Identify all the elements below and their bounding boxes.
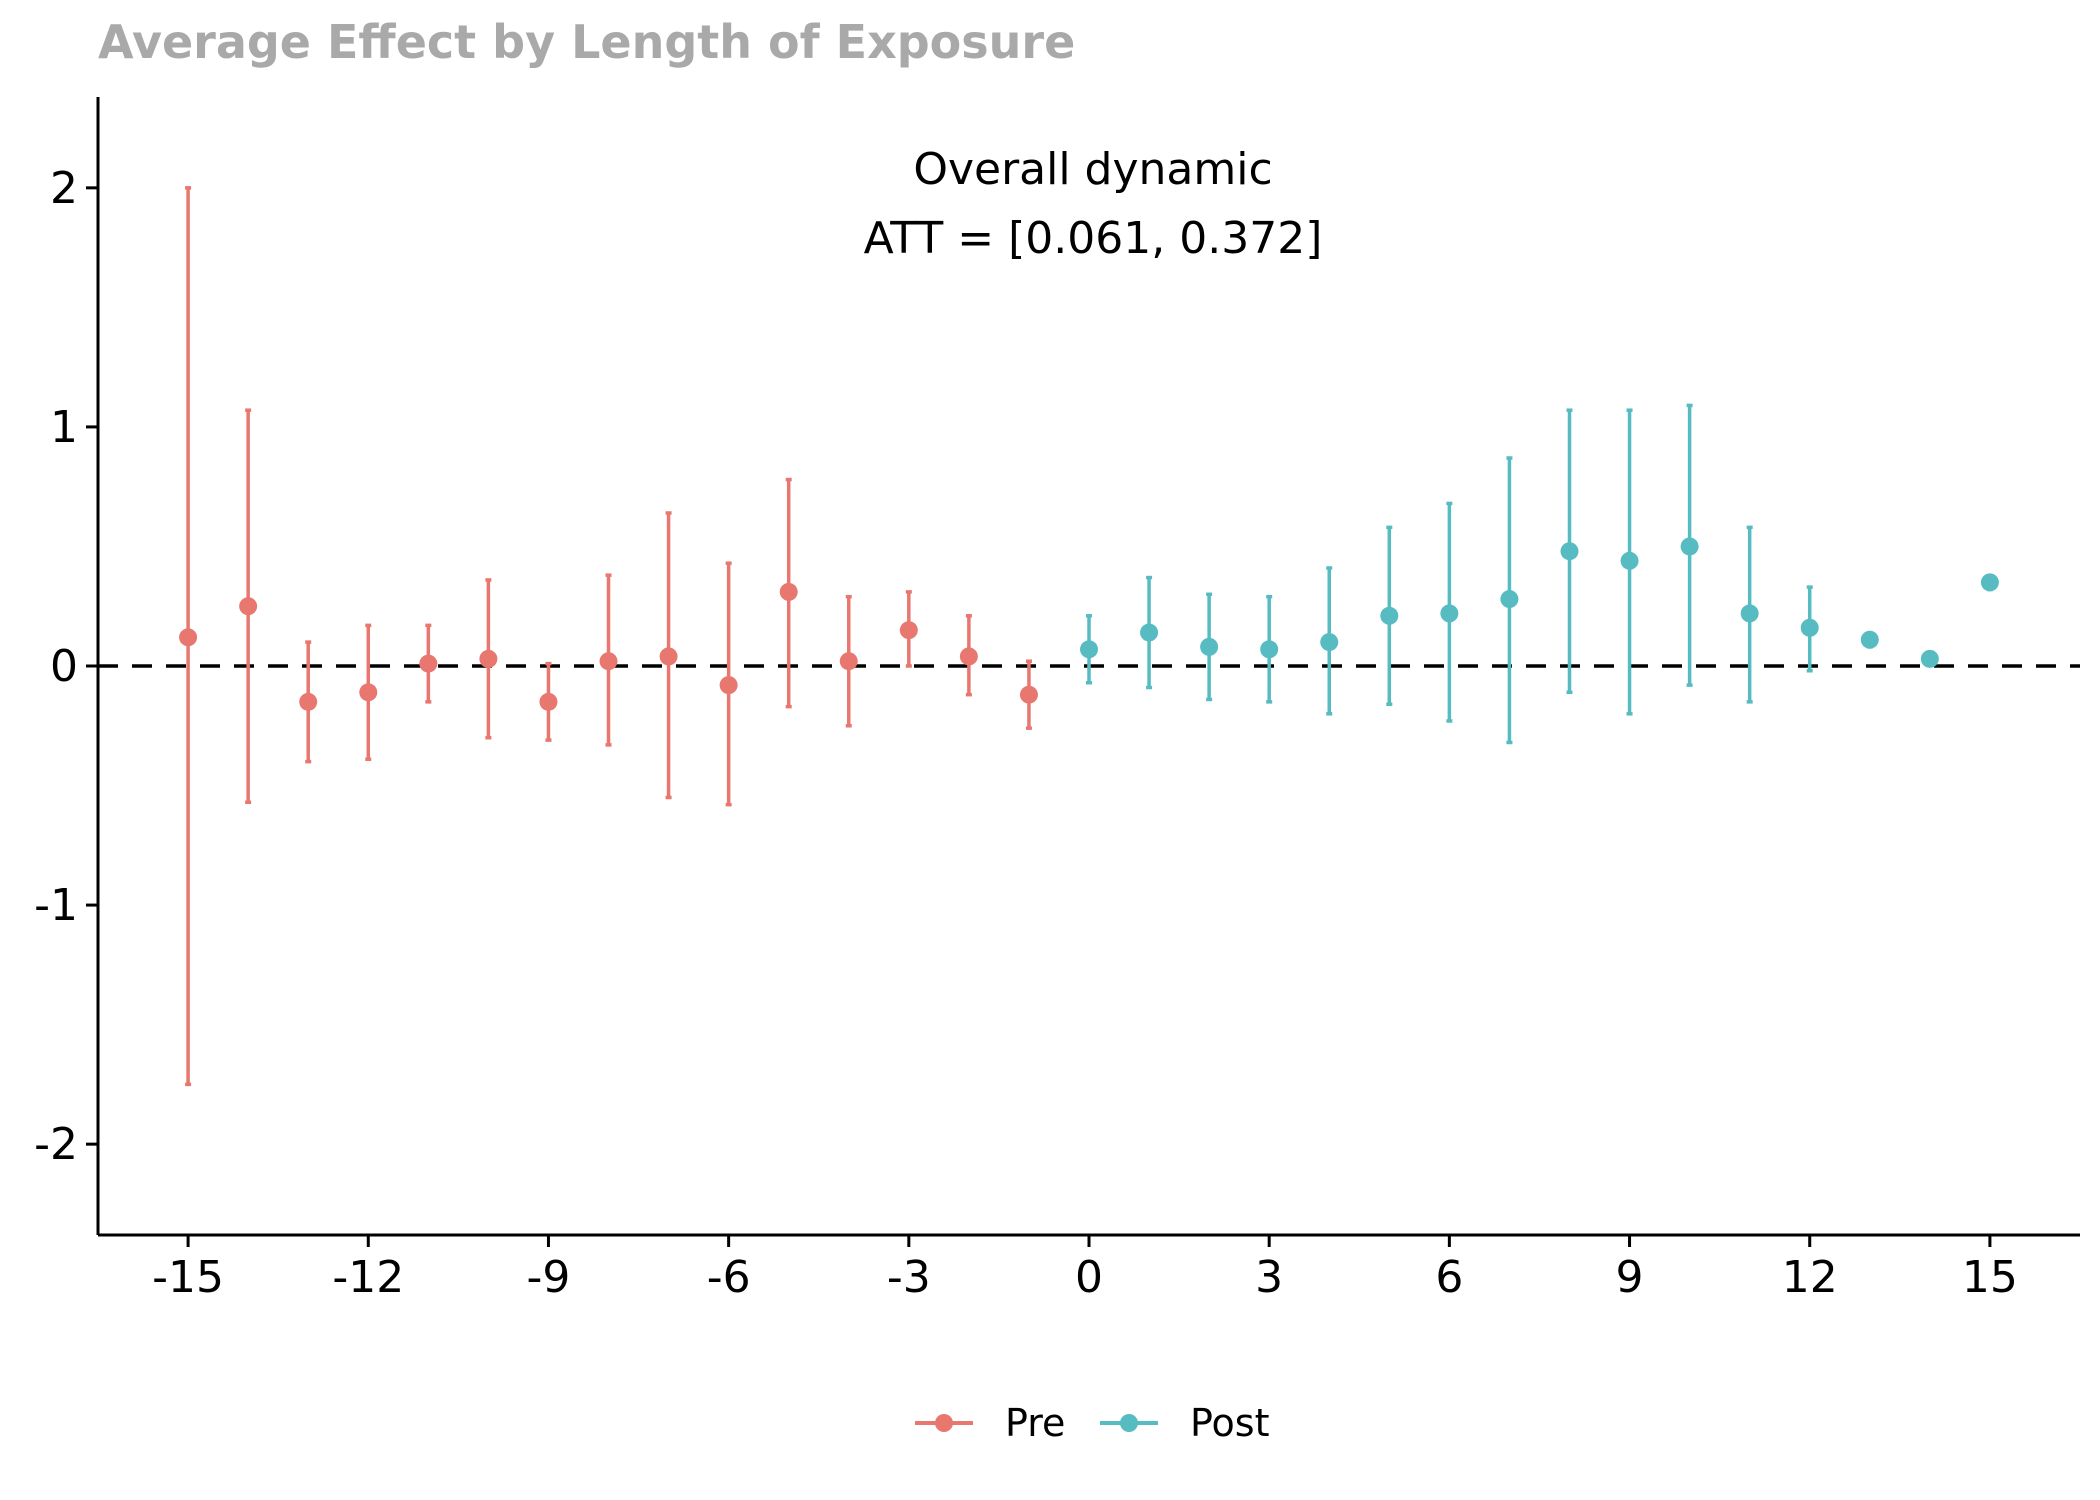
point-pre xyxy=(479,649,498,668)
point-post xyxy=(1440,604,1459,623)
y-tick-label: 0 xyxy=(50,641,78,692)
legend: Pre Post xyxy=(915,1401,1270,1445)
y-tick-label: -2 xyxy=(34,1119,78,1170)
y-tick-label: 1 xyxy=(50,402,78,453)
point-pre xyxy=(539,692,558,711)
point-post xyxy=(1200,637,1219,656)
point-pre xyxy=(299,692,318,711)
point-pre xyxy=(899,621,918,640)
point-pre xyxy=(1019,685,1038,704)
point-post xyxy=(1980,573,1999,592)
x-tick-label: 9 xyxy=(1616,1252,1644,1303)
point-pre xyxy=(719,676,738,695)
point-post xyxy=(1140,623,1159,642)
annotation-line-1: Overall dynamic xyxy=(913,144,1272,195)
point-post xyxy=(1860,630,1879,649)
data-points xyxy=(179,537,1999,711)
point-post xyxy=(1560,542,1579,561)
x-tick-label: 3 xyxy=(1255,1252,1283,1303)
point-pre xyxy=(599,652,618,671)
point-post xyxy=(1380,606,1399,625)
x-tick-label: -15 xyxy=(152,1252,224,1303)
point-post xyxy=(1800,618,1819,637)
chart-title: Average Effect by Length of Exposure xyxy=(98,15,1075,69)
x-tick-label: 15 xyxy=(1962,1252,2018,1303)
point-post xyxy=(1260,640,1279,659)
point-post xyxy=(1680,537,1699,556)
point-post xyxy=(1620,551,1639,570)
legend-marker-post xyxy=(1120,1414,1138,1432)
annotation-line-2: ATT = [0.061, 0.372] xyxy=(864,213,1323,264)
y-tick-label: 2 xyxy=(50,163,78,214)
point-pre xyxy=(959,647,978,666)
annotation: Overall dynamic ATT = [0.061, 0.372] xyxy=(864,144,1323,264)
error-bars xyxy=(185,186,1993,1087)
point-pre xyxy=(179,628,198,647)
x-tick-label: -3 xyxy=(887,1252,931,1303)
x-axis-ticks: -15 -12 -9 -6 -3 0 3 6 9 12 15 xyxy=(152,1235,2018,1303)
point-post xyxy=(1080,640,1098,659)
x-tick-label: -12 xyxy=(332,1252,404,1303)
point-pre xyxy=(839,652,858,671)
x-tick-label: 6 xyxy=(1435,1252,1463,1303)
legend-label-pre: Pre xyxy=(1005,1401,1065,1445)
point-post xyxy=(1320,633,1339,652)
x-tick-label: 0 xyxy=(1075,1252,1103,1303)
legend-marker-pre xyxy=(935,1414,953,1432)
legend-label-post: Post xyxy=(1190,1401,1270,1445)
point-pre xyxy=(659,647,678,666)
y-axis-ticks: 2 1 0 -1 -2 xyxy=(34,163,98,1170)
point-pre xyxy=(779,582,798,601)
point-pre xyxy=(419,654,438,673)
y-tick-label: -1 xyxy=(34,880,78,931)
x-tick-label: 12 xyxy=(1782,1252,1838,1303)
x-tick-label: -9 xyxy=(527,1252,571,1303)
point-post xyxy=(1740,604,1759,623)
point-pre xyxy=(359,683,378,702)
plot-area: 2 1 0 -1 -2 -15 -12 -9 -6 -3 0 3 6 9 12 15 xyxy=(34,97,2080,1303)
point-pre xyxy=(239,597,258,616)
point-post xyxy=(1920,649,1939,668)
point-post xyxy=(1500,590,1519,609)
x-tick-label: -6 xyxy=(707,1252,751,1303)
